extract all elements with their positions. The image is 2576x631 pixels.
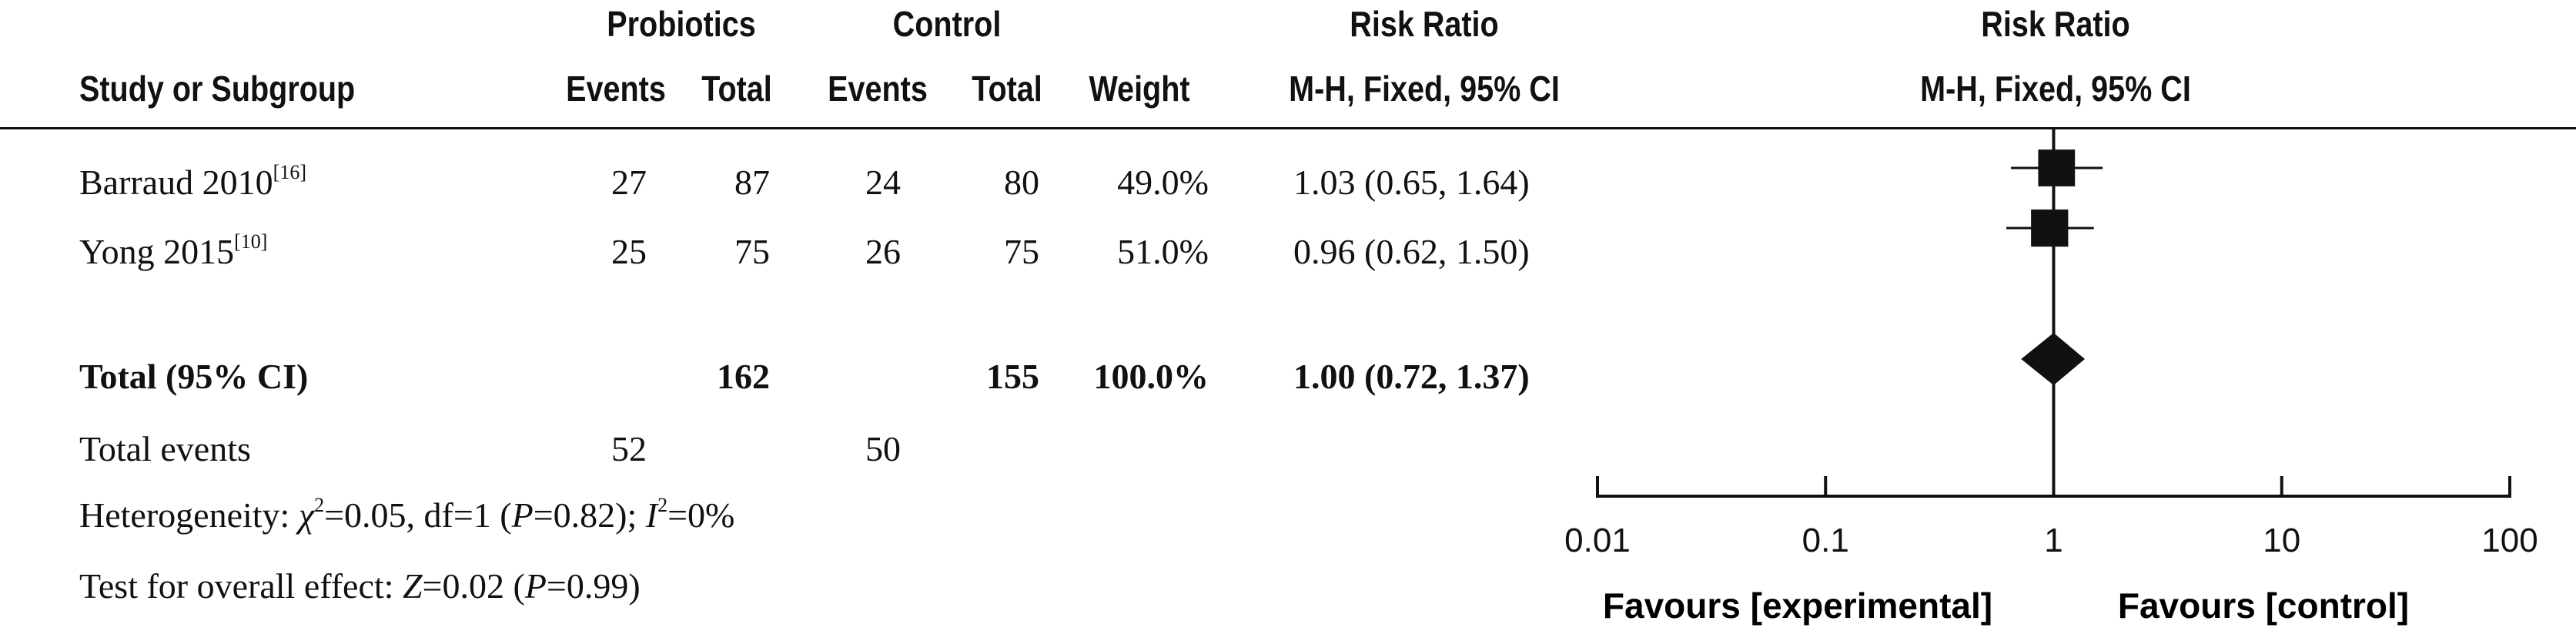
header-plot-method: M-H, Fixed, 95% CI [1920,69,2191,109]
total-ci: 1.00 (0.72, 1.37) [1293,357,1530,396]
study-ref: [10] [234,230,268,253]
total-events-label: Total events [79,429,251,468]
events-control: 24 [865,163,901,202]
header-rr-method: M-H, Fixed, 95% CI [1289,69,1560,109]
total-control: 75 [1004,232,1039,271]
study-weight: 49.0% [1117,163,1209,202]
header-study: Study or Subgroup [79,69,356,109]
header-risk-ratio: Risk Ratio [1350,4,1499,44]
x-tick-label: 0.1 [1802,522,1849,559]
heterogeneity-text: Heterogeneity: χ2=0.05, df=1 (P=0.82); I… [79,494,735,535]
study-weight: 51.0% [1117,232,1209,271]
total-probiotics: 87 [734,163,770,202]
study-ci: 1.03 (0.65, 1.64) [1293,163,1530,202]
header-events-1: Events [566,69,666,109]
total-events-control: 50 [865,429,901,468]
study-name: Barraud 2010[16] [79,161,306,202]
study-point-marker [2031,209,2069,247]
total-events-probiotics: 52 [611,429,647,468]
header-rule [0,127,2576,129]
header-control: Control [892,4,1002,44]
total-control: 155 [986,357,1039,396]
header-events-2: Events [828,69,928,109]
total-weight: 100.0% [1093,357,1209,396]
overall-effect-text: Test for overall effect: Z=0.02 (P=0.99) [79,566,641,606]
header-total-2: Total [972,69,1042,109]
study-name: Yong 2015[10] [79,230,268,271]
study-point-marker [2038,149,2076,186]
header-total-1: Total [701,69,772,109]
x-tick-label: 10 [2263,522,2300,559]
header-plot-risk-ratio: Risk Ratio [1981,4,2130,44]
study-ref: [16] [273,161,306,183]
x-tick-label: 100 [2481,522,2538,559]
total-label: Total (95% CI) [79,357,309,396]
events-probiotics: 27 [611,163,647,202]
header-probiotics: Probiotics [607,4,756,44]
study-ci: 0.96 (0.62, 1.50) [1293,232,1530,271]
total-control: 80 [1004,163,1039,202]
header-weight: Weight [1089,69,1190,109]
pooled-diamond [2021,333,2086,385]
x-tick-label: 0.01 [1564,522,1631,559]
total-probiotics: 162 [717,357,770,396]
events-probiotics: 25 [611,232,647,271]
total-probiotics: 75 [734,232,770,271]
favours-control-label: Favours [control] [2118,586,2409,626]
events-control: 26 [865,232,901,271]
x-tick-label: 1 [2044,522,2062,559]
favours-experimental-label: Favours [experimental] [1603,586,1992,626]
